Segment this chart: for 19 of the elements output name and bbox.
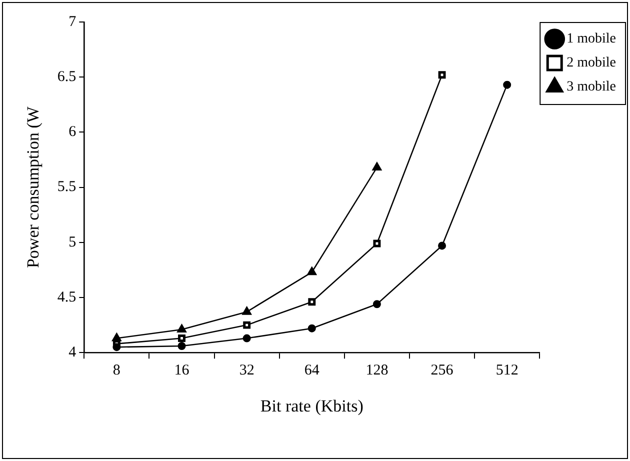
y-tick-label: 5 — [68, 234, 76, 250]
x-tick-label: 128 — [366, 362, 388, 379]
x-tick-label: 16 — [174, 362, 190, 379]
x-axis-title: Bit rate (Kbits) — [260, 396, 364, 416]
x-tick-label: 64 — [304, 362, 320, 379]
y-tick-label: 5.5 — [57, 179, 76, 196]
x-tick-label: 8 — [112, 362, 120, 379]
legend-label: 3 mobile — [566, 80, 616, 95]
x-tick-label: 32 — [239, 362, 254, 379]
x-tick-label: 256 — [430, 362, 454, 379]
y-tick-label: 4.5 — [57, 289, 76, 306]
y-axis-title: Power consumption (W — [24, 106, 43, 268]
legend-label: 2 mobile — [566, 56, 616, 71]
y-tick-label: 6 — [68, 124, 77, 140]
y-tick-label: 4 — [68, 344, 77, 361]
y-tick-label: 7 — [68, 14, 77, 30]
y-tick-label: 6.5 — [57, 69, 76, 86]
x-tick-label: 512 — [496, 362, 518, 379]
legend-label: 1 mobile — [566, 32, 616, 47]
